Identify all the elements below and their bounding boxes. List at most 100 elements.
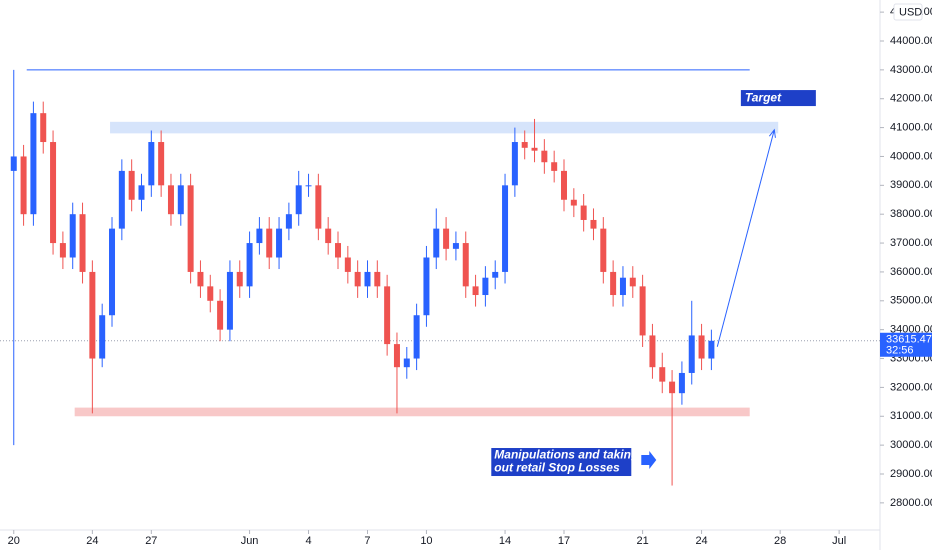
candle-body [295, 185, 302, 215]
candle-body [708, 340, 715, 359]
candle-body [688, 335, 695, 373]
currency-box [893, 3, 923, 21]
candle-body [118, 170, 125, 229]
candle-body [197, 271, 204, 287]
target-box [740, 90, 816, 107]
candle-body [561, 170, 568, 200]
candle-body [443, 228, 450, 249]
candle-body [374, 271, 381, 287]
y-tick-label: 43000.00 [890, 64, 932, 76]
arrow-head [768, 128, 776, 138]
manipulation-label: out retail Stop Losses [494, 461, 620, 475]
candle-body [354, 271, 361, 287]
arrow-line [716, 129, 775, 347]
candle-body [659, 367, 666, 382]
candle-body [610, 271, 617, 296]
candle-body [511, 142, 518, 186]
candle-body [187, 185, 194, 272]
candle-body [246, 243, 253, 287]
candle-body [167, 185, 174, 215]
candle-body [472, 286, 479, 296]
candle-body [580, 205, 587, 220]
resistance-zone [110, 121, 779, 134]
candle-body [413, 315, 420, 359]
candle-body [393, 344, 400, 368]
candle-body [325, 228, 332, 244]
candle-body [99, 315, 106, 359]
candle-body [482, 277, 489, 296]
x-tick-label: 21 [636, 535, 648, 547]
candle-body [138, 185, 145, 200]
candle-body [423, 257, 430, 316]
x-tick-label: 27 [145, 535, 157, 547]
x-tick-label: 4 [305, 535, 311, 547]
x-tick-label: 14 [499, 535, 511, 547]
candle-body [502, 185, 509, 272]
candle-body [50, 142, 57, 244]
x-tick-label: 24 [695, 535, 707, 547]
candle-body [678, 372, 685, 394]
manipulation-box [491, 448, 632, 477]
candle-body [315, 185, 322, 229]
candle-body [10, 156, 17, 171]
candle-body [266, 228, 273, 258]
y-tick-label: 29000.00 [890, 468, 932, 480]
y-tick-label: 32000.00 [890, 381, 932, 393]
candle-body [639, 286, 646, 336]
candle-body [276, 228, 283, 258]
x-tick-label: 28 [774, 535, 786, 547]
x-tick-label: 7 [364, 535, 370, 547]
x-tick-label: 20 [8, 535, 20, 547]
candle-body [649, 335, 656, 368]
y-tick-label: 37000.00 [890, 237, 932, 249]
candle-body [403, 358, 410, 368]
manipulation-label: Manipulations and taking [494, 448, 639, 462]
candle-body [177, 185, 184, 215]
candle-body [158, 142, 165, 186]
y-tick-label: 39000.00 [890, 179, 932, 191]
candle-body [285, 214, 292, 229]
candle-body [207, 286, 214, 301]
y-tick-label: 36000.00 [890, 266, 932, 278]
y-tick-label: 28000.00 [890, 497, 932, 509]
candle-body [40, 113, 47, 143]
candle-body [521, 142, 528, 148]
candle-body [236, 271, 243, 287]
candle-body [109, 228, 116, 316]
candle-body [305, 185, 312, 187]
support-zone [74, 407, 750, 417]
candle-body [698, 335, 705, 359]
y-tick-label: 38000.00 [890, 208, 932, 220]
candle-body [148, 142, 155, 186]
candle-body [462, 243, 469, 287]
candle-body [344, 257, 351, 272]
target-label: Target [745, 91, 782, 105]
candle-body [256, 228, 263, 244]
candle-body [452, 243, 459, 249]
candle-body [79, 214, 86, 272]
x-tick-label: 17 [558, 535, 570, 547]
candle-body [89, 271, 96, 359]
candle-body [128, 170, 135, 200]
y-tick-label: 42000.00 [890, 93, 932, 105]
x-tick-label: Jun [241, 535, 259, 547]
currency-label: USD [899, 6, 922, 18]
candle-body [619, 277, 626, 296]
candle-body [335, 243, 342, 258]
candle-body [541, 150, 548, 163]
candle-body [20, 156, 27, 215]
candle-body [384, 286, 391, 345]
candle-body [433, 228, 440, 258]
last-price-box [880, 332, 932, 357]
x-tick-label: 24 [86, 535, 98, 547]
candle-body [226, 271, 233, 330]
x-tick-label: Jul [832, 535, 846, 547]
y-tick-label: 40000.00 [890, 150, 932, 162]
candle-body [570, 199, 577, 206]
candle-body [629, 277, 636, 287]
candle-body [669, 381, 676, 394]
y-tick-label: 31000.00 [890, 410, 932, 422]
candle-body [492, 271, 499, 278]
y-tick-label: 34000.00 [890, 324, 932, 336]
